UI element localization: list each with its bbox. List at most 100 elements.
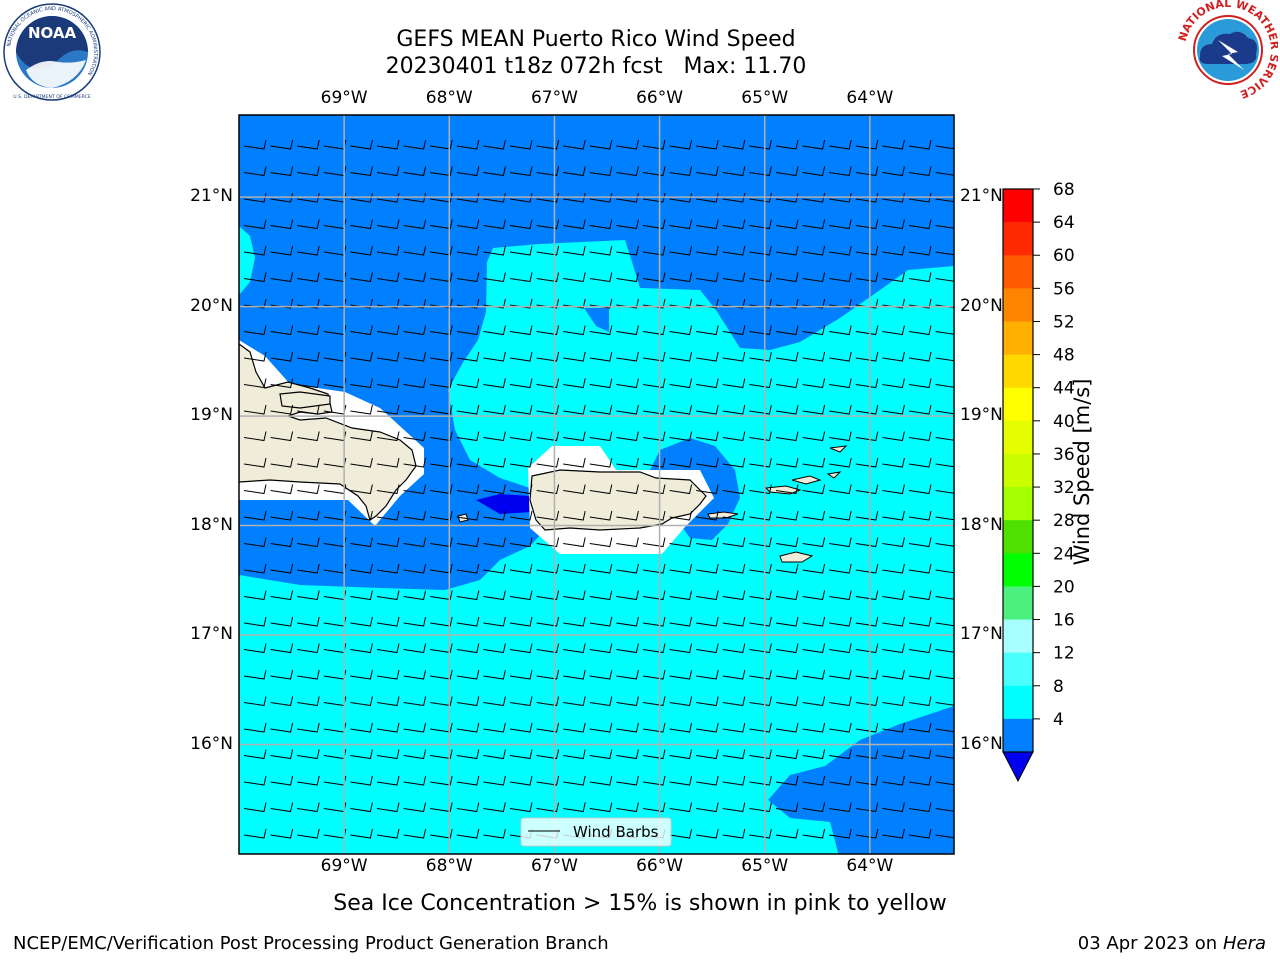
wind-barb xyxy=(855,590,879,601)
wind-barb xyxy=(563,669,586,680)
wind-barb xyxy=(456,192,480,203)
wind-barb xyxy=(483,775,506,786)
wind-barb xyxy=(829,404,852,415)
wind-barb xyxy=(616,802,639,813)
wind-barb xyxy=(802,510,826,521)
gridlines xyxy=(239,115,954,854)
wind-barb xyxy=(243,643,267,654)
wind-barb xyxy=(696,802,719,813)
wind-barb xyxy=(243,616,267,627)
wind-barb xyxy=(829,431,852,442)
wind-barb xyxy=(430,775,453,786)
colorbar-tick-label-9: 32 xyxy=(1053,478,1075,498)
wind-barb xyxy=(642,351,666,362)
colorbar-tick-label-4: 52 xyxy=(1053,312,1075,332)
wind-barb xyxy=(829,537,852,548)
wind-barb xyxy=(589,351,613,362)
wind-barb xyxy=(297,219,320,230)
wind-barb xyxy=(616,325,639,336)
wind-barb xyxy=(243,245,267,256)
wind-barb xyxy=(642,457,666,468)
wind-barb xyxy=(563,590,586,601)
wind-barb xyxy=(376,139,400,150)
wind-barb xyxy=(775,537,799,548)
wind-barb xyxy=(509,219,533,230)
wind-barb xyxy=(403,563,427,574)
wind-barb xyxy=(616,722,639,733)
wind-barb xyxy=(483,590,506,601)
wind-barb xyxy=(350,192,373,203)
wind-barb xyxy=(243,484,267,495)
wind-barb xyxy=(642,404,666,415)
wind-barb xyxy=(483,749,506,760)
wind-barb xyxy=(749,775,772,786)
wind-barb xyxy=(829,749,852,760)
colorbar-tick-label-10: 28 xyxy=(1053,511,1075,531)
wind-barb xyxy=(589,404,613,415)
wind-barb xyxy=(430,510,453,521)
wind-barb xyxy=(775,351,799,362)
wind-barb xyxy=(908,484,932,495)
colorbar-bin-15 xyxy=(1003,685,1033,720)
wind-barb xyxy=(908,166,932,177)
wind-barb xyxy=(775,563,799,574)
wind-barb xyxy=(403,749,427,760)
wind-barb xyxy=(536,802,560,813)
wind-barb xyxy=(722,616,746,627)
wind-barb xyxy=(350,563,373,574)
lon-label-bottom-3: 66°W xyxy=(636,856,684,876)
wind-barb xyxy=(483,325,506,336)
wind-barb xyxy=(802,590,826,601)
lat-label-left-2: 19°N xyxy=(190,405,233,426)
wind-barb xyxy=(297,643,320,654)
wind-barb xyxy=(376,457,400,468)
wind-barb xyxy=(696,590,719,601)
lat-label-left-3: 18°N xyxy=(190,514,233,535)
lat-label-left-1: 20°N xyxy=(190,295,233,316)
wind-barb xyxy=(243,749,267,760)
wind-barb xyxy=(616,431,639,442)
wind-barb xyxy=(669,722,693,733)
wind-barb xyxy=(376,749,400,760)
wind-barb xyxy=(908,590,932,601)
wind-barb xyxy=(350,351,373,362)
wind-barb xyxy=(829,563,852,574)
colorbar-bin-0 xyxy=(1003,189,1033,223)
wind-barb xyxy=(350,696,373,707)
wind-barb xyxy=(297,484,320,495)
wind-barb xyxy=(749,616,772,627)
colorbar-tick-label-15: 8 xyxy=(1053,677,1064,697)
wind-barb xyxy=(350,775,373,786)
wind-barb xyxy=(456,484,480,495)
wind-barb xyxy=(563,139,586,150)
wind-barb xyxy=(297,431,320,442)
wind-barb xyxy=(616,166,639,177)
wind-barb xyxy=(855,325,879,336)
footer-date: 03 Apr 2023 on xyxy=(1077,933,1218,954)
wind-barb xyxy=(589,378,613,389)
wind-barb xyxy=(616,696,639,707)
wind-barb xyxy=(749,245,772,256)
wind-barb xyxy=(642,272,666,283)
wind-barb xyxy=(456,669,480,680)
wind-barb xyxy=(829,192,852,203)
legend-label: Wind Barbs xyxy=(573,823,659,841)
wind-barb xyxy=(270,219,294,230)
colorbar-bin-11 xyxy=(1003,553,1033,587)
map-title: GEFS MEAN Puerto Rico Wind Speed xyxy=(396,27,796,52)
wind-barb xyxy=(430,192,453,203)
wind-barb xyxy=(669,351,693,362)
wind-barb xyxy=(483,616,506,627)
wind-barb xyxy=(802,775,826,786)
wind-barb xyxy=(616,219,639,230)
wind-barb xyxy=(696,669,719,680)
wind-barb xyxy=(855,775,879,786)
wind-barb xyxy=(696,537,719,548)
wind-barb xyxy=(563,457,586,468)
wind-barb xyxy=(483,563,506,574)
wind-barb xyxy=(270,669,294,680)
wind-barb xyxy=(908,325,932,336)
wind-barb xyxy=(297,669,320,680)
wind-barb xyxy=(403,378,427,389)
wind-barb xyxy=(563,404,586,415)
